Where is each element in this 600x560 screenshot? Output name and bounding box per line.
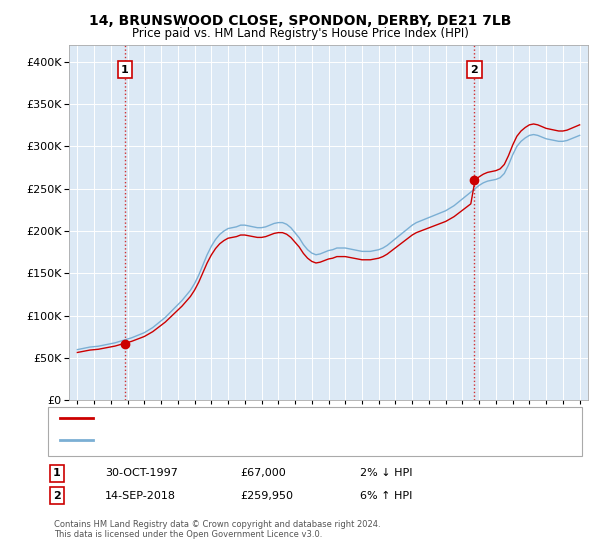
Text: 2% ↓ HPI: 2% ↓ HPI <box>360 468 413 478</box>
Text: Contains HM Land Registry data © Crown copyright and database right 2024.
This d: Contains HM Land Registry data © Crown c… <box>54 520 380 539</box>
Text: £67,000: £67,000 <box>240 468 286 478</box>
Text: 2: 2 <box>53 491 61 501</box>
Text: 14, BRUNSWOOD CLOSE, SPONDON, DERBY, DE21 7LB (detached house): 14, BRUNSWOOD CLOSE, SPONDON, DERBY, DE2… <box>96 413 476 423</box>
Text: £259,950: £259,950 <box>240 491 293 501</box>
Text: 1: 1 <box>53 468 61 478</box>
Text: Price paid vs. HM Land Registry's House Price Index (HPI): Price paid vs. HM Land Registry's House … <box>131 27 469 40</box>
Text: 1: 1 <box>121 65 128 74</box>
Text: HPI: Average price, detached house, City of Derby: HPI: Average price, detached house, City… <box>96 435 358 445</box>
Text: 14, BRUNSWOOD CLOSE, SPONDON, DERBY, DE21 7LB: 14, BRUNSWOOD CLOSE, SPONDON, DERBY, DE2… <box>89 14 511 28</box>
Text: 30-OCT-1997: 30-OCT-1997 <box>105 468 178 478</box>
Text: 6% ↑ HPI: 6% ↑ HPI <box>360 491 412 501</box>
Text: 2: 2 <box>470 65 478 74</box>
Text: 14-SEP-2018: 14-SEP-2018 <box>105 491 176 501</box>
